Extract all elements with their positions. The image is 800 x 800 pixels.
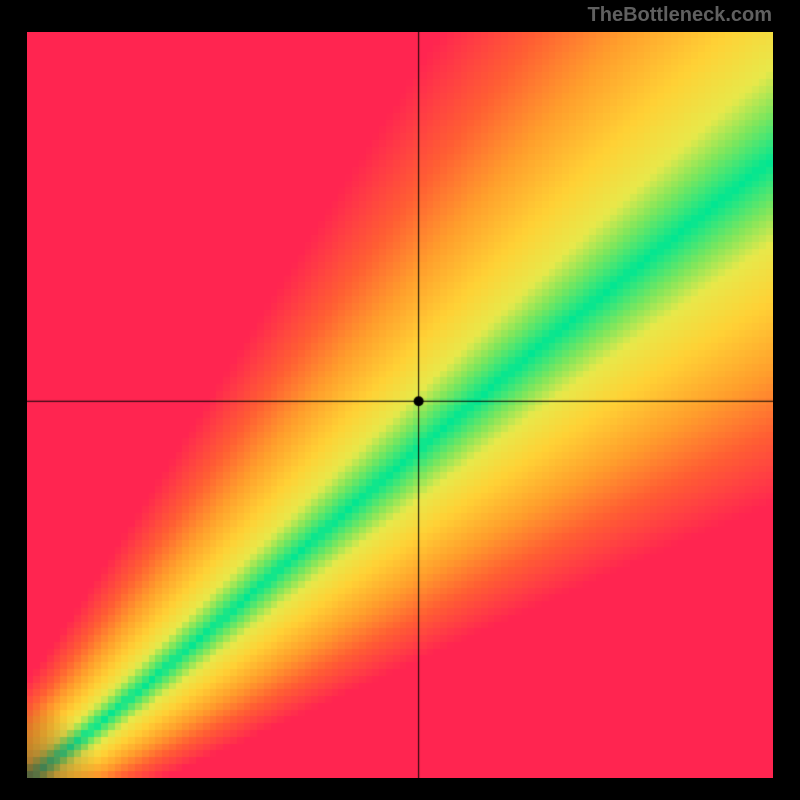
heatmap-plot — [27, 32, 773, 778]
chart-container: TheBottleneck.com — [0, 0, 800, 800]
heatmap-canvas — [27, 32, 773, 778]
watermark-text: TheBottleneck.com — [588, 4, 772, 27]
